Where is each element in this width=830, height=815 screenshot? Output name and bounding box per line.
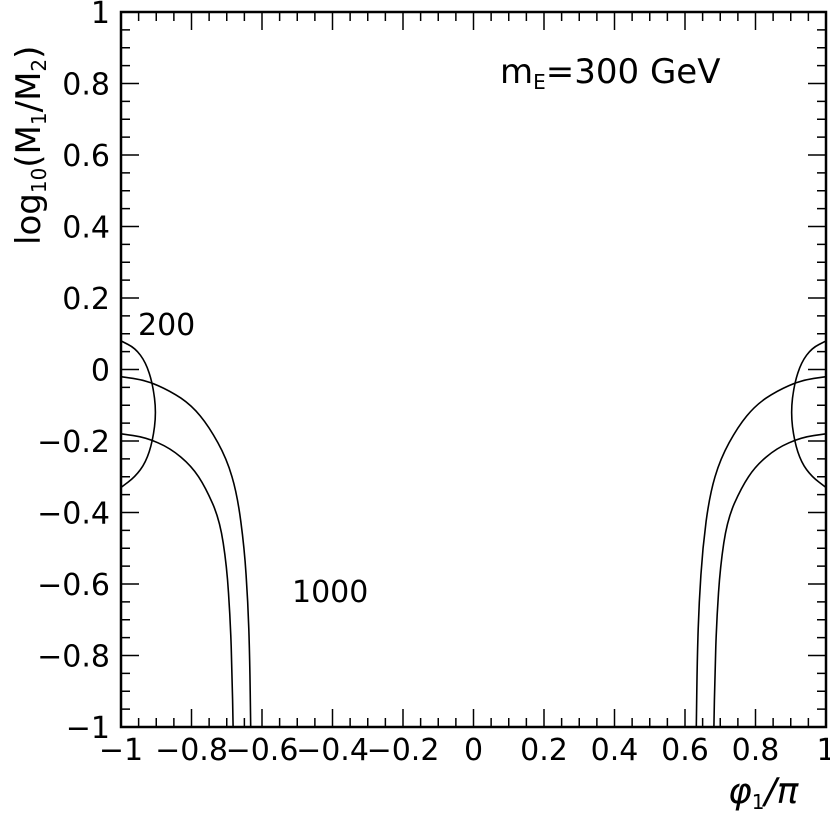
y-tick-label: −0.4 (37, 497, 110, 532)
y-tick-label: −0.6 (37, 568, 110, 603)
ylabel-sub3: 2 (27, 59, 51, 72)
axis-ticks (120, 11, 827, 728)
x-axis-label: φ1/π (728, 771, 800, 814)
y-tick-label: 1 (91, 0, 110, 31)
x-tick-label: −0.6 (226, 733, 299, 768)
ylabel-mid2: /M (9, 72, 49, 113)
contour-1000-left-outer (120, 375, 252, 728)
plot-frame (119, 10, 828, 729)
xlabel-sub: 1 (752, 790, 765, 814)
mass-annotation-main: m (500, 52, 533, 92)
y-tick-label: 0.2 (62, 282, 110, 317)
mass-annotation-sub: E (533, 70, 546, 94)
x-tick-label: −0.8 (155, 733, 228, 768)
y-tick-label: −0.8 (37, 640, 110, 675)
xlabel-tail: /π (761, 771, 799, 812)
mass-annotation: mE=300 GeV (500, 52, 720, 94)
y-tick-labels: −1 −0.8 −0.6 −0.4 −0.2 0 0.2 0.4 0.6 0.8 1 (37, 0, 110, 746)
ylabel-post: ) (9, 46, 49, 59)
contour-200-right (790, 340, 827, 489)
x-tick-label: −0.2 (367, 733, 440, 768)
y-tick-label: 0.8 (62, 68, 110, 103)
x-tick-label: 0.2 (520, 733, 568, 768)
contour-1000-right-outer (695, 375, 827, 728)
y-axis-label: log10(M1/M2) (9, 46, 51, 245)
contour-label-200: 200 (138, 308, 195, 343)
contour-lines (120, 340, 827, 728)
contour-label-1000: 1000 (292, 575, 368, 610)
y-tick-label: 0.4 (62, 211, 110, 246)
ylabel-sub1: 10 (27, 168, 51, 193)
x-tick-label: 1 (816, 733, 830, 768)
y-tick-label: −0.2 (37, 425, 110, 460)
x-tick-label: −1 (99, 733, 143, 768)
ylabel-pre: log (9, 193, 49, 245)
ylabel-sub2: 1 (27, 112, 51, 125)
xlabel-base: φ (728, 771, 752, 812)
x-tick-label: 0.6 (661, 733, 709, 768)
ylabel-mid: (M (9, 125, 49, 168)
x-tick-label: 0.4 (591, 733, 639, 768)
y-tick-label: −1 (66, 711, 110, 746)
contour-200-left (120, 340, 157, 489)
x-tick-label: 0.8 (732, 733, 780, 768)
x-tick-label: −0.4 (296, 733, 369, 768)
x-tick-label: 0 (464, 733, 483, 768)
y-tick-label: 0.6 (62, 139, 110, 174)
contour-1000-left-inner (120, 433, 234, 728)
contour-1000-right-inner (713, 433, 827, 728)
y-tick-label: 0 (91, 354, 110, 389)
x-tick-labels: −1 −0.8−0.6−0.4−0.2 0 0.2 0.4 0.6 0.8 1 (99, 733, 830, 768)
mass-annotation-tail: =300 GeV (546, 52, 721, 92)
